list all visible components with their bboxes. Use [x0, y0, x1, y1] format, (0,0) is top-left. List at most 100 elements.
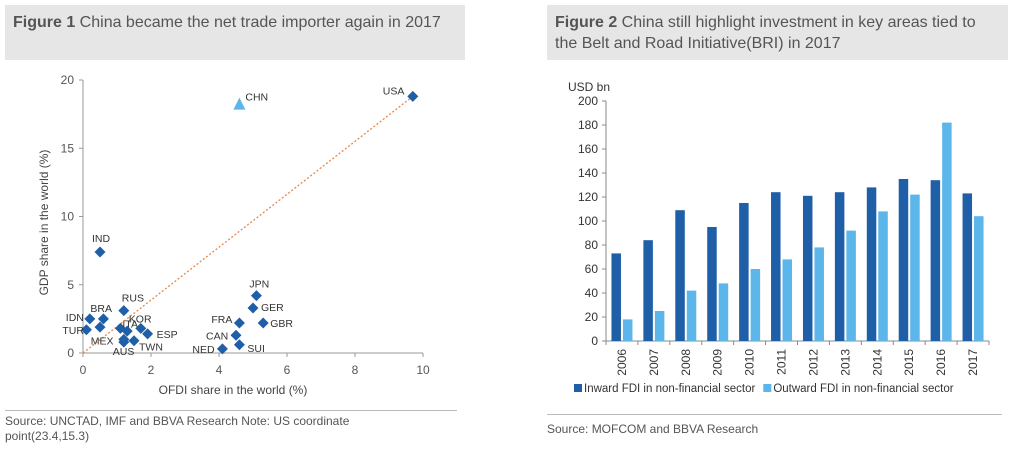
data-label-can: CAN: [206, 330, 228, 342]
y-unit-label: USD bn: [568, 80, 610, 94]
data-point-bra: [97, 313, 109, 325]
data-point-tur: [80, 324, 92, 336]
bar-outward-2010: [750, 269, 761, 341]
y-tick-label: 60: [585, 262, 599, 276]
bar-outward-2016: [942, 122, 952, 341]
y-tick-label: 20: [585, 310, 599, 324]
data-point-ind: [94, 246, 106, 258]
figure2-source: Source: MOFCOM and BBVA Research: [547, 422, 759, 436]
x-axis-title: OFDI share in the world (%): [159, 383, 308, 397]
legend-label-outward: Outward FDI in non-financial sector: [773, 383, 953, 395]
data-label-tur: TUR: [62, 325, 84, 337]
figure1-title-bold: Figure 1: [13, 14, 76, 31]
data-label-twn: TWN: [139, 342, 163, 354]
bar-outward-2014: [878, 211, 888, 341]
bar-inward-2015: [898, 179, 909, 341]
x-tick-label: 2014: [870, 349, 884, 376]
bar-outward-2017: [974, 216, 984, 341]
y-tick-label: 140: [578, 166, 598, 180]
x-tick-label: 6: [284, 363, 291, 377]
figure2-panel: Figure 2 China still highlight investmen…: [540, 0, 1015, 449]
bar-inward-2007: [643, 240, 653, 341]
bar-outward-2008: [686, 290, 697, 341]
data-point-sui: [233, 339, 245, 351]
data-point-gbr: [257, 317, 269, 329]
bar-outward-2012: [814, 247, 824, 341]
data-label-sui: SUI: [247, 343, 265, 355]
x-tick-label: 2016: [934, 349, 948, 376]
bar-chart: USD bn 0 20 40 60 80 100 120 140 160 180 200 2006 200…: [568, 80, 990, 395]
data-point-aus: [118, 336, 130, 348]
data-label-chn: CHN: [245, 92, 268, 104]
y-tick-label: 40: [585, 286, 599, 300]
x-tick-label: 8: [352, 363, 359, 377]
bar-inward-2006: [611, 253, 621, 341]
figure2-title: Figure 2 China still highlight investmen…: [547, 5, 1008, 60]
y-tick-label: 15: [61, 141, 75, 155]
legend-swatch-outward: [763, 384, 772, 392]
bar-outward-2013: [846, 230, 856, 341]
figure1-source-divider: [5, 410, 457, 411]
y-axis-title: GDP share in the world (%): [37, 150, 51, 296]
x-tick-label: 2011: [775, 349, 789, 375]
x-tick-label: 2013: [838, 349, 852, 376]
data-point-unlabeled: [94, 321, 106, 333]
reference-line: [82, 95, 414, 354]
data-point-ger: [247, 302, 259, 314]
x-tick-label: 2007: [647, 349, 661, 376]
figure2-title-bold: Figure 2: [555, 14, 618, 31]
data-point-fra: [233, 317, 245, 329]
bar-inward-2011: [771, 192, 781, 341]
figure1-source: Source: UNCTAD, IMF and BBVA Research No…: [5, 414, 350, 443]
data-label-esp: ESP: [157, 329, 178, 341]
data-label-gbr: GBR: [270, 318, 293, 330]
data-point-esp: [142, 328, 154, 340]
data-point-chn: [233, 97, 246, 110]
x-tick-label: 2012: [806, 349, 820, 376]
data-point-kor: [135, 322, 147, 334]
x-tick-label: 10: [416, 363, 430, 377]
figure1-panel: Figure 1 China became the net trade impo…: [0, 0, 470, 449]
data-point-unlabeled: [121, 325, 133, 337]
x-tick-label: 2: [148, 363, 155, 377]
data-label-ger: GER: [261, 302, 284, 314]
data-point-usa: [407, 90, 419, 102]
x-tick-label: 0: [80, 363, 87, 377]
data-label-aus: AUS: [113, 346, 135, 358]
data-label-mex: MEX: [91, 335, 114, 347]
data-point-idn: [84, 313, 96, 325]
y-tick-label: 80: [585, 238, 599, 252]
y-tick-label: 0: [591, 334, 598, 348]
bar-inward-2014: [866, 187, 877, 341]
x-tick-label: 4: [216, 363, 223, 377]
bar-inward-2012: [802, 195, 813, 341]
scatter-chart: 0 5 10 15 20 0 2 4 6 8 10 OFDI share in the world (…: [37, 73, 430, 397]
bar-inward-2008: [675, 210, 685, 341]
data-label-ind: IND: [92, 233, 111, 245]
data-label-rus: RUS: [122, 293, 144, 305]
bar-outward-2007: [654, 311, 665, 341]
data-point-jpn: [250, 290, 262, 302]
data-point-rus: [118, 305, 130, 317]
y-tick-label: 180: [578, 118, 598, 132]
bar-outward-2009: [718, 283, 729, 341]
data-label-kor: KOR: [129, 313, 152, 325]
bar-outward-2006: [622, 319, 633, 341]
data-point-can: [230, 329, 242, 341]
data-label-bra: BRA: [90, 303, 112, 315]
data-point-twn: [128, 335, 140, 347]
figure2-title-text: China still highlight investment in key …: [555, 14, 976, 52]
x-tick-label: 2017: [966, 349, 980, 376]
data-label-idn: IDN: [66, 312, 84, 324]
y-tick-label: 200: [578, 94, 598, 108]
y-tick-label: 160: [578, 142, 598, 156]
data-label-ned: NED: [192, 344, 215, 356]
y-tick-label: 20: [61, 73, 75, 87]
data-label-usa: USA: [383, 85, 405, 97]
x-tick-label: 2010: [743, 349, 757, 376]
x-tick-label: 2008: [679, 349, 693, 376]
y-tick-label: 10: [61, 210, 75, 224]
bar-inward-2016: [930, 180, 941, 341]
data-point-ned: [216, 343, 228, 355]
x-tick-label: 2006: [615, 349, 629, 376]
